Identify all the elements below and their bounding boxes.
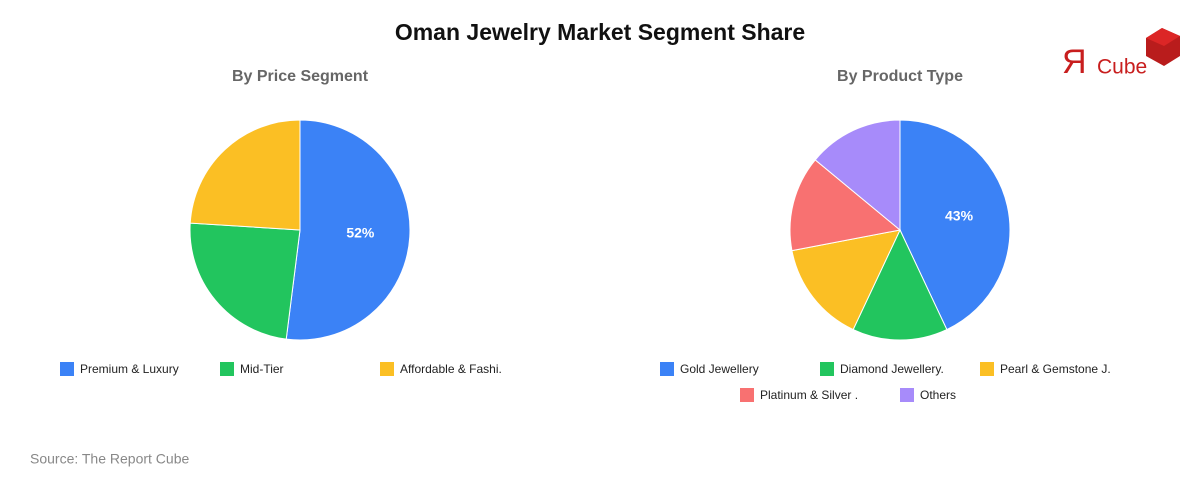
chart-subtitle: By Price Segment	[232, 68, 369, 85]
legend-swatch	[740, 388, 754, 402]
page-title: Oman Jewelry Market Segment Share	[395, 19, 805, 45]
legend-label: Gold Jewellery	[680, 362, 759, 376]
logo: Я Cube	[1062, 28, 1180, 81]
pie-slice	[189, 222, 301, 340]
pie-slice	[285, 119, 411, 341]
legend-label: Others	[920, 388, 956, 402]
legend-swatch	[60, 362, 74, 376]
legend-swatch	[980, 362, 994, 376]
legend-swatch	[220, 362, 234, 376]
legend-label: Mid-Tier	[240, 362, 284, 376]
pie-slice	[852, 228, 948, 341]
pie-slice	[814, 119, 901, 232]
legend-swatch	[820, 362, 834, 376]
pie-slice	[789, 159, 902, 252]
pie-slice	[791, 229, 901, 331]
legend-label: Pearl & Gemstone J.	[1000, 362, 1111, 376]
logo-text: Cube	[1097, 56, 1147, 79]
legend-label: Affordable & Fashi.	[400, 362, 502, 376]
chart-subtitle: By Product Type	[837, 68, 963, 85]
legend-swatch	[380, 362, 394, 376]
slice-label: 52%	[346, 225, 375, 241]
legend-label: Premium & Luxury	[80, 362, 179, 376]
logo-cube-top	[1146, 28, 1180, 46]
slice-label: 43%	[945, 208, 974, 224]
legend-swatch	[660, 362, 674, 376]
source: Source: The Report Cube	[30, 451, 189, 467]
legend-label: Diamond Jewellery.	[840, 362, 944, 376]
pie-slice	[189, 119, 301, 231]
legend-label: Platinum & Silver .	[760, 388, 858, 402]
legend-swatch	[900, 388, 914, 402]
pie-slice	[899, 119, 1011, 331]
logo-mark: Я	[1062, 43, 1087, 81]
